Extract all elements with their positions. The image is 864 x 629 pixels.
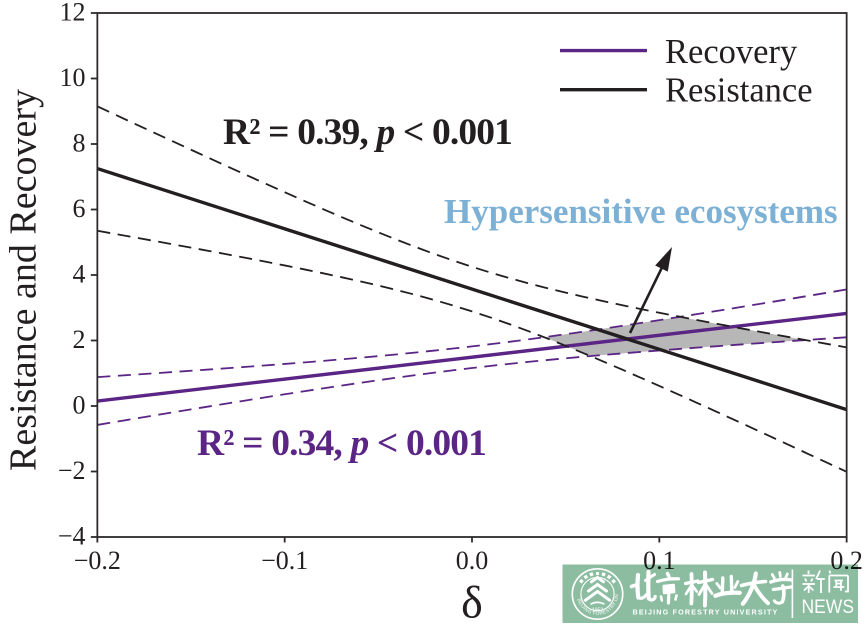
y-axis-title: Resistance and Recovery — [3, 89, 45, 471]
calligraphy-stroke — [772, 599, 784, 605]
calligraphy-stroke — [659, 595, 664, 602]
news-cn-stroke — [828, 570, 832, 574]
calligraphy-stroke — [644, 573, 656, 582]
news-cn-stroke — [810, 578, 814, 582]
seal-year: 1952 — [592, 608, 603, 614]
resistance-ci-upper — [96, 105, 847, 349]
x-axis-title: δ — [461, 577, 483, 628]
arrow-shaft — [628, 264, 665, 334]
seal-arc-glyph — [583, 574, 589, 580]
legend: Recovery Resistance — [560, 33, 813, 110]
calligraphy-stroke — [635, 572, 641, 600]
calligraphy-stroke — [769, 577, 794, 584]
y-tick-label: 6 — [73, 194, 86, 223]
news-cn-stroke — [845, 575, 849, 593]
calligraphy-stroke — [697, 583, 707, 596]
y-tick-label: −4 — [58, 522, 86, 551]
calligraphy-stroke — [715, 582, 722, 590]
calligraphy-stroke — [665, 571, 671, 579]
legend-label-recovery: Recovery — [665, 33, 798, 71]
calligraphy-stroke — [636, 592, 649, 600]
arrow-head — [655, 247, 672, 272]
calligraphy-stroke — [704, 583, 714, 595]
calligraphy-stroke — [729, 574, 734, 595]
calligraphy-stroke — [752, 583, 770, 606]
seal-arc-glyph — [601, 572, 606, 577]
calligraphy-stroke — [770, 573, 776, 580]
y-tick-label: 2 — [73, 325, 86, 354]
y-tick-label: 10 — [60, 63, 86, 92]
recovery-ci-upper — [97, 288, 847, 379]
news-cn-stroke — [803, 585, 810, 592]
seal-tree-top — [595, 571, 600, 576]
y-tick-label: 8 — [73, 129, 86, 158]
y-tick-label: 4 — [73, 260, 86, 289]
news-cn-glyphs — [802, 570, 849, 593]
shaded-region-group — [545, 316, 806, 357]
regression-lines-group — [96, 105, 848, 473]
calligraphy-stroke — [740, 571, 758, 606]
seal-arc-glyph — [589, 572, 594, 577]
y-tick-label: −2 — [58, 456, 86, 485]
news-cn-stroke — [808, 585, 815, 592]
seal-outer-ring — [571, 567, 624, 621]
seal-arc-glyph — [611, 578, 617, 584]
legend-label-resistance: Resistance — [665, 72, 813, 110]
news-cn-stroke — [815, 570, 821, 580]
calligraphy-stroke — [684, 584, 693, 596]
calligraphy-stroke — [778, 571, 782, 578]
seal-tree-chevron — [590, 575, 605, 584]
y-tick-label: 12 — [60, 0, 86, 27]
calligraphy-stroke — [780, 584, 786, 604]
annotation-recovery-r2: R² = 0.34, p < 0.001 — [197, 423, 486, 464]
annotation-hypersensitive: Hypersensitive ecosystems — [444, 192, 838, 231]
calligraphy-stroke — [733, 580, 740, 589]
calligraphy-stroke — [696, 577, 715, 585]
calligraphy-stroke — [629, 582, 640, 589]
calligraphy-stroke — [662, 583, 676, 595]
seal-arc-glyph — [578, 578, 584, 584]
x-tick-label: −0.1 — [261, 546, 308, 575]
recovery-ci-lower — [97, 336, 847, 426]
recovery-fit-line — [97, 311, 847, 403]
news-en: NEWS — [802, 596, 855, 618]
calligraphy-stroke — [683, 579, 700, 586]
news-cn-stroke — [804, 578, 808, 582]
calligraphy-stroke — [713, 590, 742, 598]
y-tick-label: 0 — [73, 391, 86, 420]
annotation-arrow — [628, 247, 672, 334]
x-tick-label: 0.0 — [456, 546, 489, 575]
x-tick-label: −0.2 — [74, 546, 121, 575]
resistance-fit-line — [96, 166, 848, 412]
resistance-ci-lower — [97, 229, 848, 473]
university-name-calligraphy — [629, 569, 794, 608]
calligraphy-stroke — [720, 576, 725, 595]
calligraphy-stroke — [674, 594, 678, 601]
university-name-en: BEIJING FORESTRY UNIVERSITY — [633, 608, 779, 617]
annotations-group: R² = 0.39, p < 0.001 R² = 0.34, p < 0.001 — [197, 112, 513, 464]
seal-tree-chevron — [587, 582, 608, 593]
shaded-region — [545, 316, 806, 357]
calligraphy-stroke — [784, 572, 789, 579]
axes-group — [90, 12, 848, 543]
seal-mound — [590, 601, 605, 605]
seal-arc-glyph — [606, 574, 612, 580]
seal-tree-chevron — [583, 589, 612, 602]
calligraphy-stroke — [647, 594, 657, 602]
watermark-band — [562, 564, 858, 623]
calligraphy-stroke — [691, 584, 699, 593]
annotation-resistance-r2: R² = 0.39, p < 0.001 — [223, 112, 512, 153]
calligraphy-stroke — [655, 577, 681, 584]
